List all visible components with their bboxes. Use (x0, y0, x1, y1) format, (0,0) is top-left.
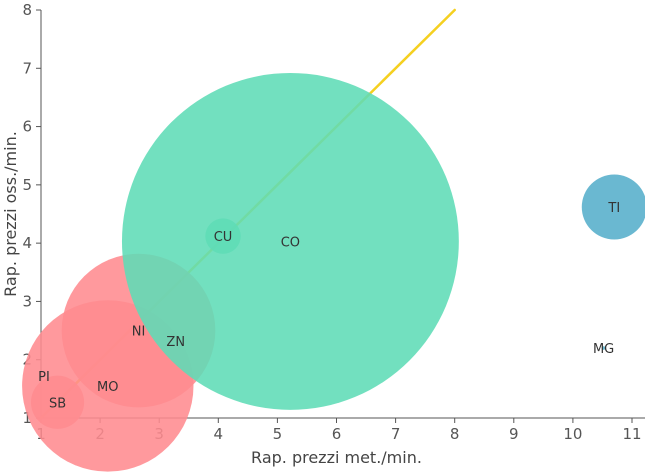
x-axis-title: Rap. prezzi met./min. (251, 448, 422, 467)
bubble-label-zn: ZN (166, 335, 185, 350)
y-tick-label: 1 (22, 409, 32, 427)
bubble-mg (601, 346, 606, 350)
bubble-label-mg: MG (593, 342, 614, 357)
x-tick-label: 5 (273, 425, 283, 443)
bubble-label-cu: CU (214, 230, 233, 245)
y-tick-label: 8 (22, 1, 32, 19)
x-tick-label: 10 (563, 425, 582, 443)
bubble-label-sb: SB (49, 396, 66, 411)
bubble-label-ni: NI (132, 325, 146, 340)
y-tick-label: 7 (22, 59, 32, 77)
x-tick-label: 8 (450, 425, 460, 443)
x-tick-label: 4 (214, 425, 224, 443)
x-tick-label: 6 (332, 425, 342, 443)
bubble-label-co: CO (281, 235, 300, 250)
x-tick-label: 9 (509, 425, 519, 443)
y-tick-label: 3 (22, 292, 32, 310)
y-axis-title: Rap. prezzi oss./min. (1, 131, 20, 297)
bubble-co (121, 72, 459, 410)
y-tick-label: 5 (22, 176, 32, 194)
x-tick-label: 7 (391, 425, 401, 443)
x-tick-label: 11 (622, 425, 641, 443)
y-tick-label: 6 (22, 118, 32, 136)
bubble-label-ti: TI (607, 201, 620, 216)
bubble-label-pi: PI (38, 370, 50, 385)
bubble-labels: PI SB MO NI ZN CU CO MG TI (38, 201, 620, 411)
bubble-label-mo: MO (97, 380, 118, 395)
bubble-ti (581, 174, 645, 240)
bubbles (22, 72, 645, 472)
y-tick-label: 4 (22, 234, 32, 252)
